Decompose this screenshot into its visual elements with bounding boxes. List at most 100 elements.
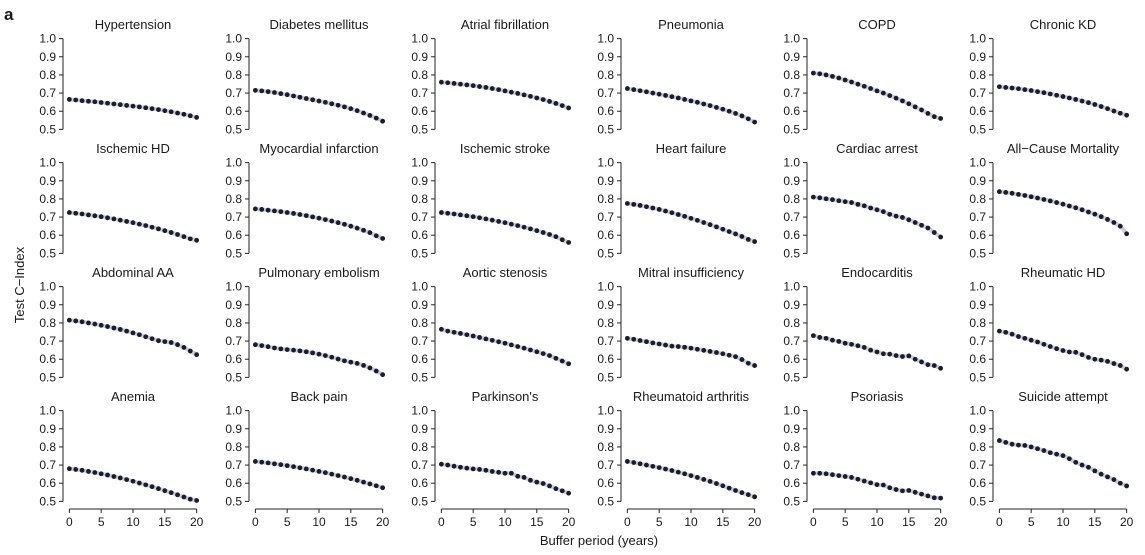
x-tick-label: 20 — [190, 515, 204, 529]
y-tick-label: 0.7 — [39, 210, 56, 224]
y-tick-label: 0.6 — [783, 104, 800, 118]
data-point — [694, 217, 700, 223]
x-tick-label: 10 — [312, 515, 326, 529]
data-point — [925, 111, 931, 116]
x-tick-label: 5 — [98, 515, 105, 529]
data-point — [470, 333, 476, 339]
data-point — [348, 359, 354, 365]
data-point — [521, 345, 527, 351]
data-point — [181, 494, 187, 500]
x-tick-label: 5 — [1028, 515, 1035, 529]
data-point — [496, 469, 502, 475]
data-point — [143, 223, 149, 229]
data-point — [720, 226, 726, 232]
data-point — [496, 339, 502, 345]
data-point — [650, 205, 656, 211]
data-point — [996, 189, 1002, 195]
data-point — [912, 489, 918, 495]
data-point — [1047, 198, 1053, 204]
data-point — [354, 108, 360, 114]
data-point — [540, 351, 546, 356]
data-point — [720, 351, 726, 357]
data-point — [1022, 443, 1028, 448]
data-point — [1009, 441, 1015, 447]
y-tick-label: 0.5 — [411, 494, 428, 508]
data-point — [86, 98, 91, 104]
data-point — [566, 240, 572, 245]
data-point — [861, 478, 867, 484]
data-point — [175, 110, 180, 116]
data-point — [329, 354, 335, 360]
data-point — [66, 317, 72, 323]
data-point — [925, 362, 931, 368]
data-point — [849, 341, 854, 347]
data-point — [688, 345, 694, 351]
data-point — [175, 342, 180, 348]
y-tick-label: 0.9 — [783, 298, 800, 312]
y-tick-label: 0.9 — [39, 174, 56, 188]
data-point — [547, 99, 552, 104]
data-point — [707, 349, 713, 354]
data-point — [880, 209, 886, 215]
y-tick-label: 0.9 — [39, 50, 56, 64]
data-point — [508, 470, 514, 476]
data-point — [900, 98, 905, 104]
data-point — [868, 480, 874, 486]
panel-title: Aortic stenosis — [463, 265, 548, 280]
data-point — [521, 475, 527, 480]
data-point — [380, 485, 386, 491]
data-point — [938, 365, 944, 371]
data-point — [1060, 94, 1066, 99]
y-tick-label: 0.6 — [39, 228, 56, 242]
data-point — [714, 105, 719, 110]
data-point — [92, 213, 98, 219]
data-point — [149, 106, 155, 112]
x-tick-label: 10 — [684, 515, 698, 529]
data-point — [534, 349, 540, 355]
data-point — [631, 201, 637, 207]
data-point — [335, 356, 341, 362]
y-tick-label: 1.0 — [783, 280, 800, 294]
data-point — [1016, 442, 1021, 448]
data-point — [694, 475, 700, 480]
panel-21: Rheumatoid arthritis 0.5 0.6 0.7 0.8 0.9 1.0 0 5… — [597, 389, 761, 529]
y-tick-label: 1.0 — [39, 404, 56, 418]
data-point — [451, 81, 457, 86]
data-point — [187, 496, 193, 502]
y-tick-label: 0.8 — [411, 440, 428, 454]
panel-title: COPD — [858, 17, 896, 32]
data-point — [663, 342, 668, 348]
data-point — [707, 479, 713, 484]
data-point — [438, 326, 444, 332]
data-point — [1041, 341, 1047, 347]
data-point — [624, 459, 630, 464]
data-point — [931, 114, 937, 120]
y-tick-label: 0.8 — [597, 316, 614, 330]
y-tick-label: 0.6 — [225, 476, 242, 490]
data-point — [1092, 102, 1098, 107]
data-point — [714, 350, 719, 355]
data-point — [874, 482, 880, 488]
panel-title: Diabetes mellitus — [270, 17, 369, 32]
data-point — [855, 81, 861, 87]
y-tick-label: 0.9 — [39, 298, 56, 312]
y-tick-label: 0.7 — [969, 334, 986, 348]
data-point — [1117, 110, 1123, 116]
data-point — [855, 343, 861, 349]
data-point — [367, 481, 373, 487]
data-point — [566, 490, 572, 496]
data-point — [1016, 191, 1021, 197]
data-point — [278, 91, 284, 97]
data-point — [438, 79, 444, 85]
y-tick-label: 0.9 — [411, 422, 428, 436]
panel-2: Atrial fibrillation 0.5 0.6 0.7 0.8 0.9 1.0 — [411, 17, 572, 136]
data-point — [707, 103, 713, 108]
data-point — [553, 101, 559, 106]
data-point — [861, 203, 867, 209]
data-point — [335, 473, 341, 478]
y-tick-label: 1.0 — [969, 404, 986, 418]
data-point — [868, 347, 874, 353]
data-point — [310, 350, 316, 356]
data-point — [880, 90, 886, 96]
